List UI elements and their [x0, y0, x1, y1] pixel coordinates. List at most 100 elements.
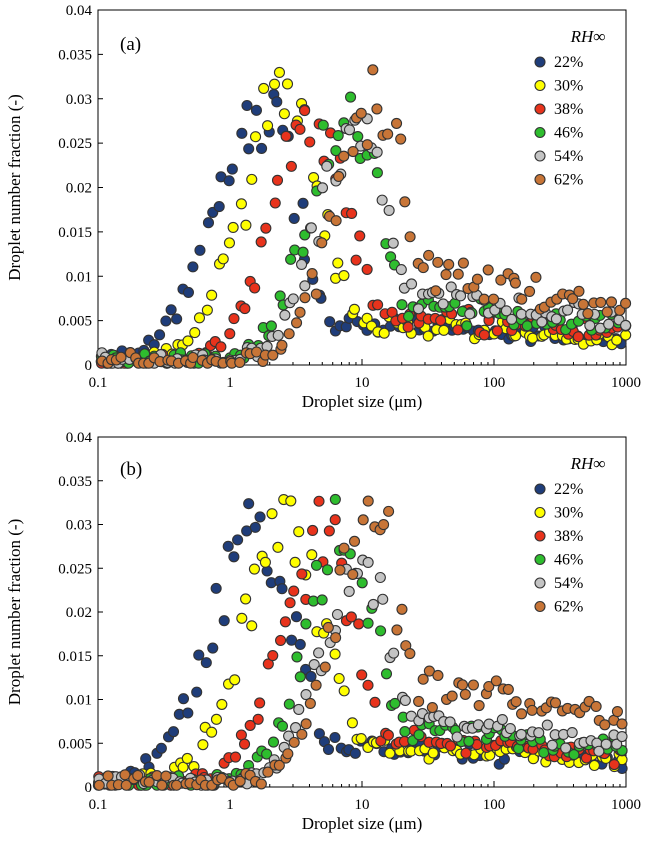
data-point-38pct	[354, 230, 366, 242]
data-point-62pct	[267, 349, 279, 361]
data-point-22pct	[288, 212, 300, 224]
data-point-54pct	[437, 298, 449, 310]
data-point-54pct	[387, 237, 399, 249]
data-point-46pct	[316, 594, 328, 606]
data-point-22pct	[213, 201, 225, 213]
data-point-38pct	[372, 299, 384, 311]
data-point-54pct	[316, 182, 329, 194]
data-point-22pct	[249, 521, 261, 533]
data-point-38pct	[362, 679, 374, 691]
data-point-46pct	[371, 167, 383, 179]
data-point-38pct	[435, 314, 447, 327]
data-point-62pct	[417, 262, 429, 274]
data-point-22pct	[305, 670, 317, 682]
data-point-46pct	[276, 720, 289, 732]
data-point-30pct	[281, 78, 294, 90]
data-point-62pct	[399, 196, 411, 208]
data-point-46pct	[345, 91, 357, 103]
data-point-62pct	[156, 779, 168, 791]
data-point-38pct	[478, 329, 490, 341]
data-point-30pct	[248, 563, 260, 575]
legend-label: 46%	[554, 552, 583, 569]
data-point-22pct	[191, 686, 203, 698]
data-point-62pct	[357, 514, 369, 526]
scatter-points	[95, 64, 632, 369]
data-point-22pct	[232, 534, 244, 546]
data-point-62pct	[143, 776, 155, 788]
data-point-46pct	[413, 729, 425, 741]
data-point-62pct	[413, 695, 425, 707]
data-point-38pct	[572, 331, 584, 343]
data-point-46pct	[317, 119, 329, 131]
x-tick-label: 100	[483, 375, 506, 391]
data-point-46pct	[380, 668, 393, 680]
data-point-22pct	[349, 747, 361, 759]
data-point-46pct	[330, 145, 342, 157]
y-tick-label: 0.015	[58, 225, 92, 241]
data-point-54pct	[279, 309, 291, 321]
data-point-62pct	[404, 231, 416, 243]
data-point-62pct	[426, 701, 438, 714]
data-point-30pct	[217, 253, 229, 265]
y-tick-label: 0.03	[66, 518, 92, 534]
data-point-30pct	[229, 674, 241, 686]
y-tick-label: 0.035	[58, 474, 92, 490]
data-point-54pct	[300, 689, 312, 701]
data-point-30pct	[527, 332, 539, 344]
data-point-62pct	[423, 249, 435, 261]
data-point-62pct	[93, 779, 105, 791]
data-point-38pct	[296, 568, 308, 580]
data-point-54pct	[560, 742, 572, 754]
data-point-38pct	[608, 758, 620, 771]
data-point-62pct	[132, 769, 144, 782]
data-point-22pct	[154, 329, 166, 341]
data-point-62pct	[510, 696, 522, 708]
data-point-38pct	[267, 649, 279, 662]
data-point-62pct	[395, 133, 407, 145]
data-point-38pct	[271, 174, 284, 186]
data-point-30pct	[177, 761, 189, 773]
data-point-54pct	[611, 738, 623, 750]
data-point-46pct	[568, 749, 580, 761]
data-point-22pct	[182, 286, 194, 298]
data-point-46pct	[297, 246, 309, 258]
data-point-46pct	[261, 748, 273, 760]
legend-title: RH∞	[570, 27, 606, 46]
chart-panel-b: 0 0.005 0.01 0.015 0.02 0.025 0.03 0.035 0.04 0.1…	[5, 430, 641, 833]
legend-marker	[534, 530, 546, 542]
data-point-54pct	[343, 585, 355, 597]
y-tick-label: 0.02	[66, 181, 92, 197]
data-point-62pct	[310, 679, 322, 691]
data-point-62pct	[361, 139, 373, 151]
data-point-30pct	[306, 549, 318, 561]
data-point-62pct	[338, 542, 350, 554]
y-tick-label: 0.04	[66, 3, 93, 19]
data-point-62pct	[483, 680, 495, 693]
data-point-54pct	[412, 303, 425, 315]
panel-label: (a)	[120, 34, 141, 55]
data-point-38pct	[280, 130, 292, 142]
data-point-38pct	[249, 282, 261, 294]
data-point-54pct	[541, 719, 553, 731]
data-point-62pct	[300, 718, 312, 730]
data-point-54pct	[321, 160, 333, 172]
data-point-62pct	[440, 268, 452, 281]
data-point-38pct	[228, 313, 240, 325]
y-tick-label: 0	[85, 358, 93, 374]
data-point-30pct	[289, 556, 301, 568]
x-tick-label: 1000	[611, 375, 641, 391]
data-point-30pct	[348, 303, 360, 315]
data-point-38pct	[491, 325, 503, 337]
data-point-62pct	[338, 150, 350, 162]
data-point-62pct	[383, 505, 395, 517]
legend-label: 62%	[554, 172, 583, 189]
data-point-62pct	[102, 770, 114, 782]
chart-panel-a: 0 0.005 0.01 0.015 0.02 0.025 0.03 0.035 0.04 0.1…	[5, 3, 641, 411]
data-point-54pct	[600, 738, 612, 750]
data-point-62pct	[347, 568, 359, 580]
data-point-62pct	[234, 775, 246, 787]
legend-label: 38%	[554, 101, 583, 118]
data-point-38pct	[361, 263, 373, 275]
data-point-30pct	[193, 312, 206, 324]
